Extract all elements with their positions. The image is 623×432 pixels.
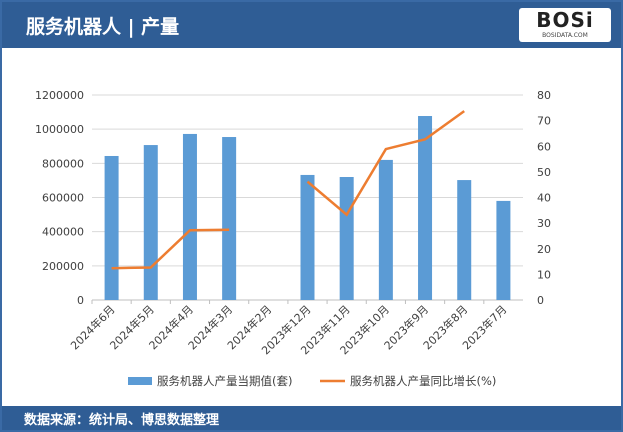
y-left-tick-label: 800000	[42, 157, 84, 170]
y-left-tick-label: 400000	[42, 226, 84, 239]
y-left-tick-label: 200000	[42, 260, 84, 273]
bar	[104, 155, 119, 300]
bar	[418, 116, 433, 300]
line-series	[306, 110, 465, 217]
bar	[222, 137, 237, 300]
data-source: 数据来源：统计局、博思数据整理	[24, 413, 220, 428]
page-title: 服务机器人 | 产量	[26, 16, 180, 38]
y-right-tick-label: 70	[537, 115, 551, 128]
header-bar: 服务机器人 | 产量 BOSi BOSIDATA.COM	[2, 2, 621, 48]
y-right-tick-label: 10	[537, 268, 551, 281]
bar	[339, 177, 354, 300]
y-right-tick-label: 20	[537, 243, 551, 256]
footer-bar: 数据来源：统计局、博思数据整理	[2, 406, 621, 430]
y-right-tick-label: 80	[537, 89, 551, 102]
bar	[182, 133, 197, 300]
bar	[457, 180, 472, 300]
y-right-tick-label: 0	[537, 294, 544, 307]
line-series	[111, 228, 230, 270]
y-right-tick-label: 50	[537, 166, 551, 179]
legend-bar-label: 服务机器人产量当期值(套)	[157, 374, 292, 388]
y-left-tick-label: 600000	[42, 192, 84, 205]
bar	[143, 145, 158, 300]
y-right-tick-label: 40	[537, 192, 551, 205]
legend-line-label: 服务机器人产量同比增长(%)	[350, 374, 496, 388]
bar	[378, 159, 393, 300]
y-left-tick-label: 1200000	[35, 89, 84, 102]
logo: BOSi BOSIDATA.COM	[519, 8, 611, 42]
y-left-tick-label: 1000000	[35, 123, 84, 136]
y-left-tick-label: 0	[77, 294, 84, 307]
y-right-tick-label: 60	[537, 140, 551, 153]
bar	[496, 200, 511, 300]
y-right-tick-label: 30	[537, 217, 551, 230]
legend-bar-swatch	[128, 377, 152, 385]
bar	[300, 174, 315, 300]
